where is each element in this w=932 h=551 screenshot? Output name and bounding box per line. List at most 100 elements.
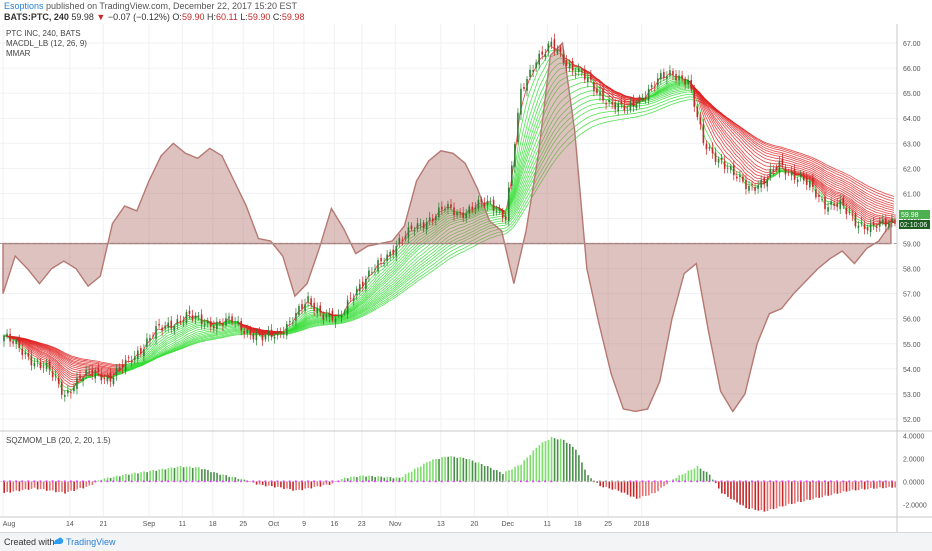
- ribbon-segment: [204, 337, 207, 338]
- ribbon-segment: [417, 274, 420, 276]
- ribbon-segment: [654, 101, 657, 102]
- ribbon-segment: [414, 276, 417, 278]
- ribbon-segment: [876, 207, 879, 208]
- ribbon-segment: [824, 170, 827, 172]
- ribbon-segment: [43, 360, 46, 361]
- ribbon-segment: [882, 211, 885, 212]
- ribbon-segment: [535, 143, 538, 150]
- ribbon-segment: [572, 97, 575, 99]
- ribbon-segment: [873, 196, 876, 198]
- ribbon-segment: [794, 167, 797, 168]
- ribbon-segment: [532, 99, 535, 108]
- ribbon-segment: [797, 162, 800, 163]
- ribbon-segment: [192, 337, 195, 338]
- ribbon-segment: [493, 222, 496, 223]
- ribbon-segment: [839, 196, 842, 197]
- ribbon-segment: [760, 145, 763, 147]
- ribbon-segment: [76, 368, 79, 369]
- ribbon-segment: [486, 209, 489, 210]
- ribbon-segment: [170, 339, 173, 341]
- ribbon-segment: [833, 177, 836, 179]
- ribbon-segment: [88, 362, 91, 363]
- ribbon-segment: [529, 118, 532, 128]
- ribbon-segment: [398, 252, 401, 255]
- ribbon-segment: [201, 334, 204, 335]
- ribbon-segment: [435, 251, 438, 254]
- ribbon-segment: [818, 178, 821, 180]
- ribbon-segment: [398, 276, 401, 279]
- ribbon-segment: [730, 147, 733, 151]
- ribbon-segment: [708, 128, 711, 134]
- ribbon-segment: [188, 328, 191, 329]
- ribbon-segment: [857, 195, 860, 197]
- ribbon-segment: [198, 321, 201, 322]
- ribbon-segment: [535, 80, 538, 89]
- ribbon-segment: [64, 386, 67, 387]
- ribbon-segment: [672, 95, 675, 96]
- ribbon-segment: [541, 86, 544, 92]
- ribbon-segment: [490, 207, 493, 208]
- ribbon-segment: [43, 354, 46, 355]
- ribbon-segment: [201, 331, 204, 332]
- ribbon-segment: [398, 289, 401, 291]
- ribbon-segment: [736, 163, 739, 165]
- chart-canvas[interactable]: 52.0053.0054.0055.0056.0057.0058.0059.00…: [0, 24, 932, 532]
- ohlc-low: 59.90: [248, 12, 271, 22]
- ribbon-segment: [788, 161, 791, 162]
- ribbon-segment: [870, 209, 873, 210]
- ribbon-segment: [727, 148, 730, 151]
- ribbon-segment: [830, 173, 833, 175]
- ribbon-segment: [675, 86, 678, 87]
- published-text: published on TradingView.com, December 2…: [46, 1, 297, 11]
- ribbon-segment: [739, 136, 742, 139]
- ribbon-segment: [757, 148, 760, 150]
- ribbon-segment: [520, 193, 523, 199]
- ribbon-segment: [620, 101, 623, 102]
- ribbon-segment: [882, 202, 885, 203]
- ribbon-segment: [772, 158, 775, 159]
- ribbon-segment: [763, 172, 766, 173]
- ribbon-segment: [873, 203, 876, 205]
- ribbon-segment: [784, 160, 787, 161]
- ribbon-segment: [888, 211, 891, 212]
- ribbon-segment: [827, 185, 830, 186]
- ribbon-segment: [386, 285, 389, 288]
- ribbon-segment: [310, 325, 313, 326]
- ribbon-segment: [64, 374, 67, 376]
- ribbon-segment: [216, 330, 219, 331]
- ribbon-segment: [660, 99, 663, 100]
- ribbon-segment: [824, 180, 827, 182]
- ribbon-segment: [879, 201, 882, 202]
- ribbon-segment: [748, 149, 751, 152]
- ribbon-segment: [818, 176, 821, 178]
- ribbon-segment: [401, 246, 404, 249]
- ribbon-segment: [520, 186, 523, 193]
- ribbon-segment: [380, 290, 383, 292]
- ribbon-segment: [876, 210, 879, 211]
- ribbon-segment: [645, 107, 648, 108]
- ribbon-segment: [885, 203, 888, 204]
- ribbon-segment: [857, 214, 860, 216]
- ribbon-segment: [754, 177, 757, 178]
- ribbon-segment: [763, 169, 766, 170]
- ribbon-segment: [225, 327, 228, 328]
- ribbon-segment: [657, 103, 660, 104]
- author-link[interactable]: Esoptions: [4, 1, 44, 11]
- ribbon-segment: [414, 262, 417, 265]
- ribbon-segment: [225, 331, 228, 332]
- ribbon-segment: [654, 98, 657, 99]
- ribbon-segment: [398, 262, 401, 265]
- ribbon-segment: [414, 273, 417, 276]
- ribbon-segment: [788, 156, 791, 157]
- ribbon-segment: [760, 170, 763, 172]
- ribbon-segment: [429, 247, 432, 249]
- ribbon-segment: [550, 46, 553, 48]
- ribbon-segment: [769, 152, 772, 153]
- ribbon-segment: [845, 185, 848, 187]
- ribbon-segment: [620, 98, 623, 99]
- ribbon-segment: [310, 321, 313, 322]
- ribbon-segment: [414, 271, 417, 274]
- ribbon-segment: [708, 135, 711, 141]
- ribbon-segment: [867, 214, 870, 215]
- ribbon-segment: [800, 159, 803, 160]
